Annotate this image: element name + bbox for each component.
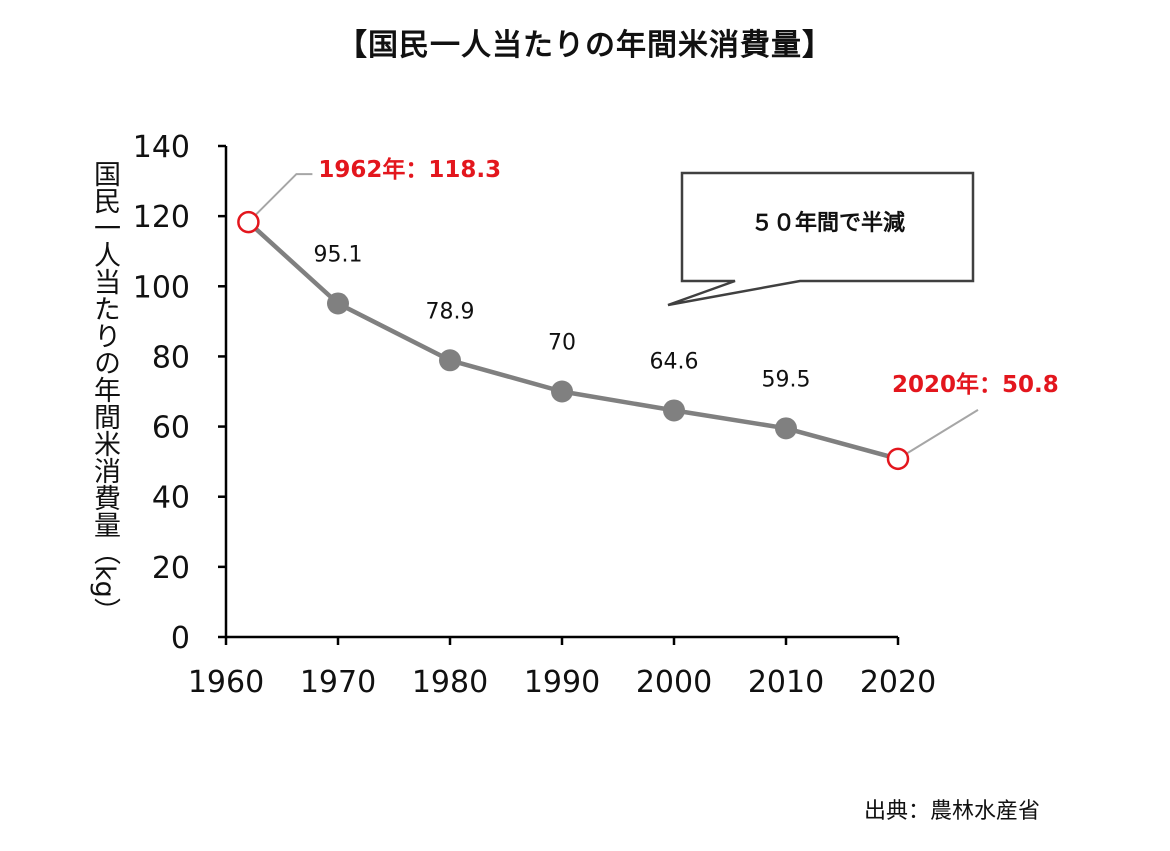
highlight-marker xyxy=(886,447,910,471)
x-tick-label: 1960 xyxy=(188,665,264,700)
callout: ５０年間で半減 xyxy=(667,171,975,307)
y-tick-label: 60 xyxy=(152,411,190,446)
x-tick-label: 2010 xyxy=(748,665,824,700)
data-label: 64.6 xyxy=(650,349,699,374)
data-label: 95.1 xyxy=(314,242,363,267)
data-labels: 95.1 78.9 70 64.6 59.5 1962年：118.3 2020年：50.8 xyxy=(314,156,1059,398)
x-tick-label: 2000 xyxy=(636,665,712,700)
y-tick-label: 140 xyxy=(133,130,190,165)
series xyxy=(237,173,979,471)
data-point xyxy=(775,417,797,440)
leader-line-last xyxy=(897,408,979,460)
leader-line-first xyxy=(247,173,313,223)
y-tick-label: 120 xyxy=(133,200,190,235)
y-tick-label: 80 xyxy=(152,340,190,375)
x-tick-label: 1990 xyxy=(524,665,600,700)
y-tick-label: 20 xyxy=(152,551,190,586)
highlight-label-first: 1962年：118.3 xyxy=(318,156,501,183)
ticks: 0 20 40 60 80 100 120 140 1960 1970 1980 1990 2000 20… xyxy=(133,130,936,700)
data-point xyxy=(439,349,461,372)
callout-bubble xyxy=(667,171,975,307)
x-tick-label: 2020 xyxy=(860,665,936,700)
x-tick-label: 1970 xyxy=(300,665,376,700)
y-tick-label: 0 xyxy=(171,621,190,656)
data-label: 78.9 xyxy=(426,299,475,324)
y-tick-label: 40 xyxy=(152,481,190,516)
source-note: 出典：農林水産省 xyxy=(863,799,1040,824)
x-tick-label: 1980 xyxy=(412,665,488,700)
chart-title: 【国民一人当たりの年間米消費量】 xyxy=(337,28,833,63)
data-point xyxy=(551,380,573,403)
y-axis-label: 国民一人当たりの年間米消費量（kg） xyxy=(89,160,120,625)
y-tick-label: 100 xyxy=(133,270,190,305)
callout-text: ５０年間で半減 xyxy=(751,210,905,236)
highlight-marker xyxy=(237,210,260,234)
data-label: 59.5 xyxy=(762,367,811,392)
highlight-label-last: 2020年：50.8 xyxy=(892,371,1059,398)
data-point xyxy=(663,399,685,422)
data-label: 70 xyxy=(548,331,576,356)
data-point xyxy=(327,292,349,315)
